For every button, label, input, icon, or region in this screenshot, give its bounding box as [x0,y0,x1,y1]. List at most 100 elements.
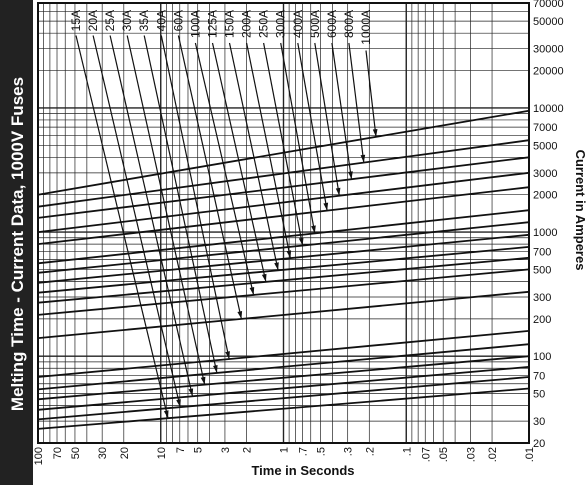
rating-label: 600A [325,10,339,38]
leader-arrowhead [286,250,292,259]
curve-400A [37,186,530,245]
leader-arrowhead [176,399,181,408]
x-tick-label: .3 [343,447,355,456]
title-bar [0,0,33,485]
leader-line [211,42,267,283]
leader-arrowhead [200,376,206,385]
x-tick-label: 2 [242,447,254,453]
x-tick-label: 50 [70,447,82,459]
curve-800A [37,139,530,208]
curve-300A [37,209,530,265]
leader-line [365,50,377,137]
y-tick-label: 50 [533,389,545,401]
y-tick-label: 10000 [533,103,564,115]
x-tick-label: .7 [298,447,310,456]
x-tick-label: 100 [33,447,45,465]
leader-line [297,42,328,211]
curve-250A [37,221,530,274]
rating-label: 60A [171,10,185,31]
leader-arrowhead [372,129,378,137]
rating-label: 1000A [359,10,373,45]
curve-35A [37,343,530,391]
x-tick-label: .5 [316,447,328,456]
leader-arrowhead [311,225,316,234]
y-tick-label: 70 [533,371,545,383]
leader-line [314,42,340,196]
fuse-curves [37,109,530,430]
rating-label: 15A [69,10,83,31]
curve-60A [37,290,530,339]
leader-line [160,35,230,360]
x-tick-label: .01 [524,447,536,462]
leader-line [177,35,242,320]
curve-40A [37,330,530,378]
rating-leaders [75,35,378,419]
y-tick-label: 7000 [533,122,557,134]
leader-line [228,42,279,271]
x-tick-label: 70 [52,447,64,459]
y-tick-label: 700 [533,246,551,258]
x-tick-label: .1 [401,447,413,456]
leader-arrowhead [274,262,279,271]
rating-label: 35A [137,10,151,31]
curve-150A [37,246,530,294]
y-tick-label: 2000 [533,190,557,202]
rating-label: 100A [188,10,202,38]
leader-line [246,42,291,259]
curve-25A [37,366,530,411]
leader-arrowhead [348,171,353,180]
rating-label: 400A [291,10,305,38]
curve-100A [37,268,530,316]
leader-line [194,42,255,296]
leader-line [280,42,316,234]
y-tick-labels: 70000 50000 30000 20000 10000 7000 5000 3000 200… [533,0,564,450]
leader-arrowhead [163,410,169,419]
y-tick-label: 30000 [533,44,564,56]
chart-title: Melting Time - Current Data, 1000V Fuses [8,77,27,411]
y-tick-label: 3000 [533,168,557,180]
y-axis-title: Current in Amperes [573,150,587,271]
rating-label: 150A [223,10,237,38]
y-tick-label: 300 [533,292,551,304]
curve-1000A [37,109,530,196]
x-tick-label: 1 [279,447,291,453]
curve-30A [37,355,530,401]
leader-arrowhead [249,287,255,295]
x-tick-label: 10 [156,447,168,459]
curve-500A [37,171,530,233]
x-tick-label: 3 [220,447,232,453]
rating-labels: 15A 20A 25A 30A 35A 40A 60A 100A 125A 150A 200A 250… [69,10,373,45]
leader-arrowhead [261,273,267,282]
rating-label: 250A [257,10,271,38]
y-tick-label: 30 [533,416,545,428]
leader-arrowhead [188,388,194,397]
x-tick-label: 20 [119,447,131,459]
x-axis-title: Time in Seconds [251,463,354,478]
curve-125A [37,256,530,304]
leader-line [263,42,304,246]
y-tick-label: 500 [533,264,551,276]
x-tick-labels: 100 70 50 30 20 10 7 5 3 2 1 .7 .5 .3 .2 .1 .07 .05 .03 .02… [33,447,536,465]
leader-line [75,35,169,419]
leader-arrowhead [225,351,230,360]
y-tick-label: 1000 [533,227,557,239]
x-tick-label: .03 [465,447,477,462]
y-tick-label: 20000 [533,66,564,78]
x-tick-label: .2 [364,447,376,456]
x-tick-label: .05 [438,447,450,462]
rating-label: 30A [120,10,134,31]
leader-arrowhead [237,311,243,319]
rating-label: 25A [103,10,117,31]
y-tick-label: 20 [533,438,545,450]
x-tick-label: .02 [487,447,499,462]
rating-label: 500A [308,10,322,38]
rating-label: 800A [342,10,356,38]
y-tick-label: 100 [533,351,551,363]
curve-15A [37,387,530,430]
x-tick-label: 30 [97,447,109,459]
y-tick-label: 5000 [533,140,557,152]
rating-label: 40A [154,10,168,31]
leader-arrowhead [323,202,329,211]
curve-600A [37,156,530,219]
